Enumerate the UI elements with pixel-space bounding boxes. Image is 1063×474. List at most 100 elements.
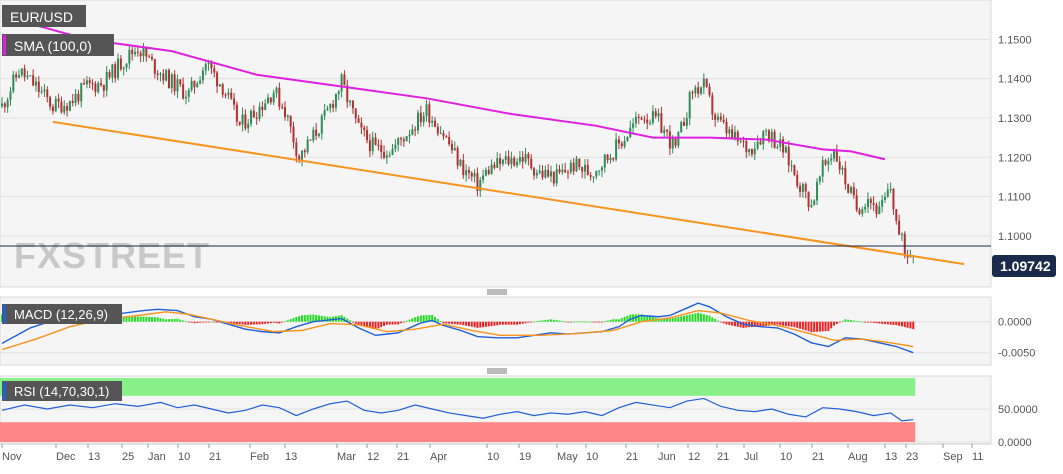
candle-body (29, 75, 32, 77)
rsi-label: RSI (14,70,30,1) (14, 384, 109, 399)
candle-body (300, 150, 303, 160)
x-tick-label: 21 (626, 451, 638, 463)
macd-histogram-bar (716, 320, 719, 322)
candle-body (476, 173, 479, 192)
macd-histogram-bar (402, 321, 405, 323)
candle-body (782, 139, 785, 153)
candle-body (286, 115, 289, 118)
macd-histogram-bar (835, 321, 838, 325)
candle-body (165, 69, 168, 81)
candle-body (182, 84, 185, 99)
candle-body (414, 129, 417, 131)
candle-body (496, 158, 499, 168)
candle-body (550, 171, 553, 177)
macd-histogram-bar (762, 321, 765, 327)
macd-histogram-bar (581, 321, 584, 323)
macd-histogram-bar (473, 321, 476, 328)
candle-body (813, 200, 816, 206)
macd-histogram-bar (558, 320, 561, 322)
candle-body (425, 104, 428, 116)
candle-body (187, 90, 190, 97)
candle-body (637, 116, 640, 118)
candle-body (801, 184, 804, 192)
candle-body (603, 154, 606, 168)
candle-body (193, 80, 196, 88)
macd-histogram-bar (861, 321, 864, 323)
candle-body (431, 120, 434, 123)
macd-histogram-bar (606, 320, 609, 322)
candle-body (589, 175, 592, 177)
candle-body (247, 123, 250, 129)
macd-histogram-bar (680, 316, 683, 322)
candle-body (102, 85, 105, 91)
candle-body (821, 160, 824, 177)
rsi-badge (2, 381, 122, 401)
candle-body (74, 93, 77, 103)
macd-histogram-bar (527, 321, 530, 323)
candle-body (238, 121, 241, 125)
macd-histogram-bar (750, 321, 753, 328)
macd-histogram-bar (530, 321, 533, 323)
macd-histogram-bar (258, 321, 261, 325)
x-tick-label: 12 (367, 451, 379, 463)
candle-body (71, 100, 74, 103)
candle-body (572, 162, 575, 172)
candle-body (725, 121, 728, 134)
macd-histogram-bar (201, 321, 204, 323)
candle-body (17, 75, 20, 78)
candle-body (816, 181, 819, 201)
candle-body (544, 170, 547, 178)
macd-histogram-bar (417, 316, 420, 322)
panel-splitter[interactable] (487, 368, 507, 374)
panel-splitter[interactable] (487, 289, 507, 295)
candle-body (57, 98, 60, 102)
candle-body (184, 96, 187, 99)
candle-body (448, 136, 451, 145)
candle-body (400, 138, 403, 140)
candle-body (391, 148, 394, 155)
candle-body (383, 151, 386, 158)
candle-body (850, 187, 852, 193)
macd-histogram-bar (286, 320, 289, 322)
x-tick-label: 12 (688, 451, 700, 463)
macd-histogram-bar (374, 321, 377, 330)
macd-histogram-bar (784, 321, 787, 327)
candle-body (153, 59, 156, 74)
candle-body (250, 110, 253, 124)
candle-body (85, 80, 88, 85)
macd-histogram-bar (357, 321, 360, 326)
candle-body (465, 170, 468, 176)
candle-body (408, 134, 411, 137)
macd-histogram-bar (892, 321, 895, 325)
macd-histogram-bar (572, 321, 575, 323)
macd-histogram-bar (136, 316, 139, 322)
candle-body (541, 170, 544, 178)
macd-histogram-bar (821, 321, 824, 332)
candle-body (632, 123, 635, 128)
x-tick-label: Nov (2, 451, 22, 463)
macd-histogram-bar (787, 321, 790, 327)
candle-body (903, 233, 906, 256)
trendline[interactable] (52, 120, 965, 266)
macd-histogram-bar (643, 314, 646, 322)
macd-histogram-bar (292, 318, 295, 322)
candle-body (796, 174, 799, 186)
macd-histogram-bar (484, 321, 487, 327)
candle-body (467, 170, 470, 174)
macd-histogram-bar (465, 321, 468, 326)
candle-body (493, 164, 496, 168)
candle-body (694, 87, 697, 94)
candle-body (278, 87, 281, 107)
candle-body (575, 158, 578, 172)
price-tick-label: 1.1500 (998, 34, 1032, 46)
x-tick-label: 25 (122, 451, 134, 463)
candle-body (790, 165, 793, 167)
candle-body (527, 154, 530, 159)
macd-histogram-bar (535, 321, 538, 323)
macd-histogram-bar (467, 321, 470, 327)
candle-body (218, 84, 221, 87)
x-tick-label: 10 (780, 451, 792, 463)
macd-histogram-bar (518, 321, 521, 325)
candle-body (762, 131, 765, 145)
